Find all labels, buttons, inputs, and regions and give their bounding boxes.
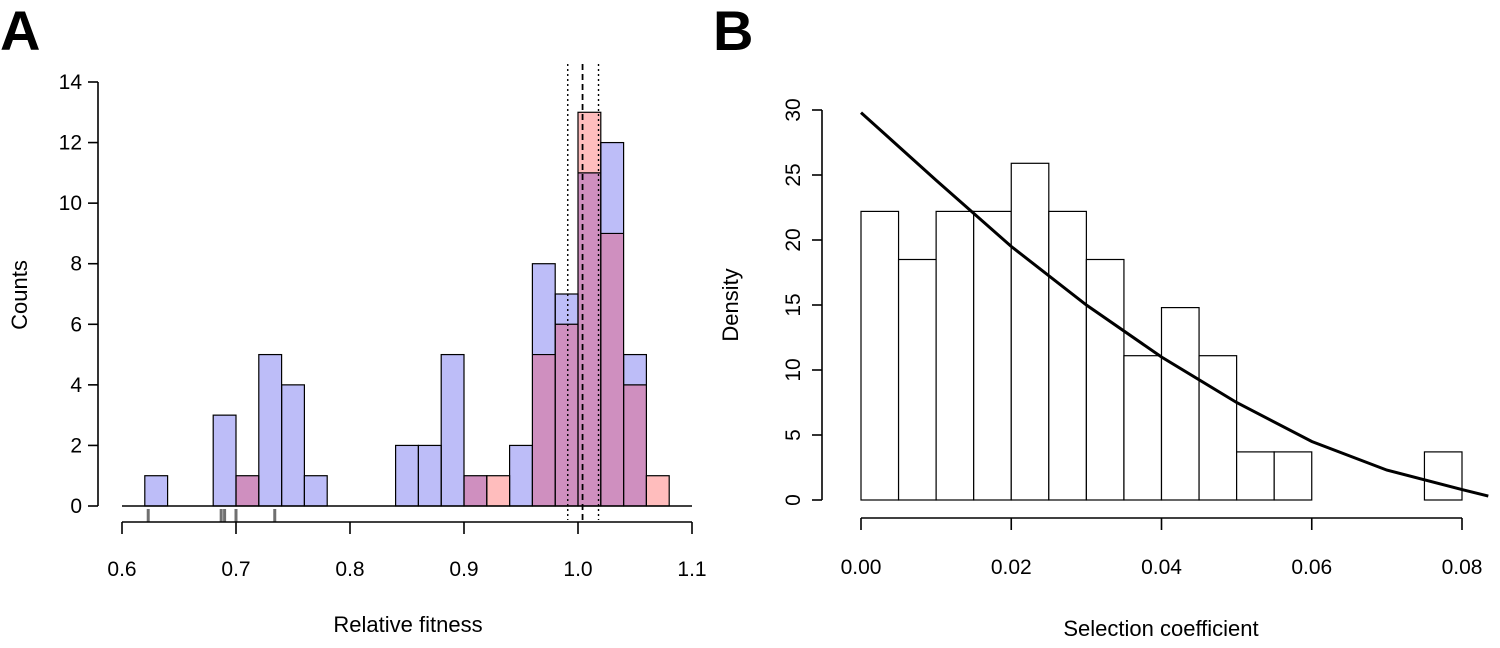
panel-a-overlap-bars [236,172,647,506]
overlap-bar [464,475,487,506]
panel-b-y-title: Density [718,268,743,341]
x-tick-label: 0.6 [107,558,136,581]
overlap-bar [623,384,647,506]
x-tick-label: 0.9 [449,558,478,581]
blue-bar [144,475,168,506]
density-bar [1273,451,1313,501]
panel-b: B 0 5 10 15 20 25 30 0.00 0.02 0.04 0.06 0.08 Sele… [713,0,1489,641]
y-tick-label: 6 [70,313,82,336]
x-tick-label: 0.8 [335,558,364,581]
panel-a-letter: A [0,0,40,62]
y-tick-label: 20 [782,228,805,251]
density-bar [1198,355,1238,501]
y-tick-label: 0 [70,495,82,518]
panel-b-y-axis: 0 5 10 15 20 25 30 [782,98,823,506]
panel-b-x-title: Selection coefficient [1063,616,1258,641]
panel-a-rug [146,509,277,522]
y-tick-label: 10 [59,192,82,215]
panel-b-bars [860,162,1463,501]
blue-bar [304,475,328,506]
blue-bar [395,445,419,506]
x-tick-label: 0.00 [841,556,882,579]
density-bar [1160,307,1200,501]
x-tick-label: 0.02 [991,556,1032,579]
density-bar [973,210,1012,501]
x-tick-label: 0.7 [221,558,250,581]
y-tick-label: 25 [782,163,805,186]
blue-bar [258,354,282,506]
y-tick-label: 30 [782,98,805,121]
density-bar [1048,210,1087,501]
panel-a-y-title: Counts [7,260,32,330]
y-tick-label: 14 [59,71,83,94]
density-bar [935,210,975,501]
x-tick-label: 1.0 [563,558,592,581]
density-bar [1085,258,1125,501]
y-tick-label: 0 [782,494,805,506]
blue-bar [213,415,236,506]
overlap-bar [555,324,578,506]
overlap-bar [236,475,259,506]
density-bar [1423,451,1463,501]
panel-a-x-title: Relative fitness [333,612,482,637]
y-tick-label: 15 [782,293,805,316]
blue-bar [509,445,533,506]
panel-a-x-axis: 0.6 0.7 0.8 0.9 1.0 1.1 [107,521,707,581]
y-tick-label: 5 [782,429,805,441]
panel-a: A 0 2 4 6 8 10 12 14 0.6 0.7 0.8 0.9 1.0 1.1 Relativ… [0,0,707,637]
y-tick-label: 4 [70,374,82,397]
density-bar [1236,451,1275,501]
x-tick-label: 1.1 [677,558,706,581]
density-bar [860,210,900,501]
red-bar [486,475,510,506]
density-bar [897,258,937,501]
blue-bar [281,384,305,506]
blue-bar [418,445,442,506]
panel-b-fitted-curve [859,111,1489,498]
overlap-bar [600,233,624,506]
blue-bar [441,354,464,506]
density-bar [1010,162,1050,501]
y-tick-label: 12 [59,132,82,155]
y-tick-label: 2 [70,434,82,457]
red-bar [646,475,670,506]
x-tick-label: 0.08 [1442,556,1483,579]
overlap-bar [578,172,601,506]
overlap-bar [532,354,556,506]
y-tick-label: 8 [70,253,82,276]
panel-a-reference-lines [567,64,600,520]
density-bar [1123,355,1163,501]
x-tick-label: 0.06 [1291,556,1332,579]
y-tick-label: 10 [782,358,805,381]
panel-b-x-axis: 0.00 0.02 0.04 0.06 0.08 [841,517,1483,579]
panel-a-y-axis: 0 2 4 6 8 10 12 14 [59,71,99,518]
x-tick-label: 0.04 [1141,556,1182,579]
panel-b-letter: B [713,0,753,62]
panel-a-bar-outlines [144,111,670,507]
